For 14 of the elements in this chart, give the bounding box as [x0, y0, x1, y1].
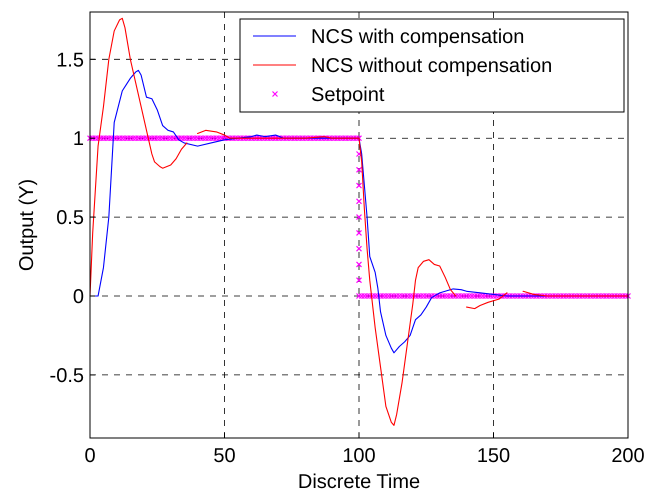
legend-label: NCS without compensation: [311, 55, 552, 77]
y-tick-label: -0.5: [50, 364, 84, 387]
legend-label: Setpoint: [311, 84, 385, 106]
legend-label: NCS with compensation: [311, 26, 524, 48]
y-tick-label: 0: [72, 286, 84, 308]
x-tick-label: 100: [342, 445, 376, 467]
x-tick-label: 50: [213, 445, 236, 467]
x-tick-label: 200: [611, 445, 645, 467]
y-tick-label: 1.5: [56, 49, 84, 72]
y-tick-label: 0.5: [56, 207, 84, 230]
y-tick-label: 1: [72, 128, 84, 150]
y-axis-title: Output (Y): [16, 178, 38, 272]
x-axis-title: Discrete Time: [298, 471, 420, 493]
x-tick-label: 150: [476, 445, 510, 467]
